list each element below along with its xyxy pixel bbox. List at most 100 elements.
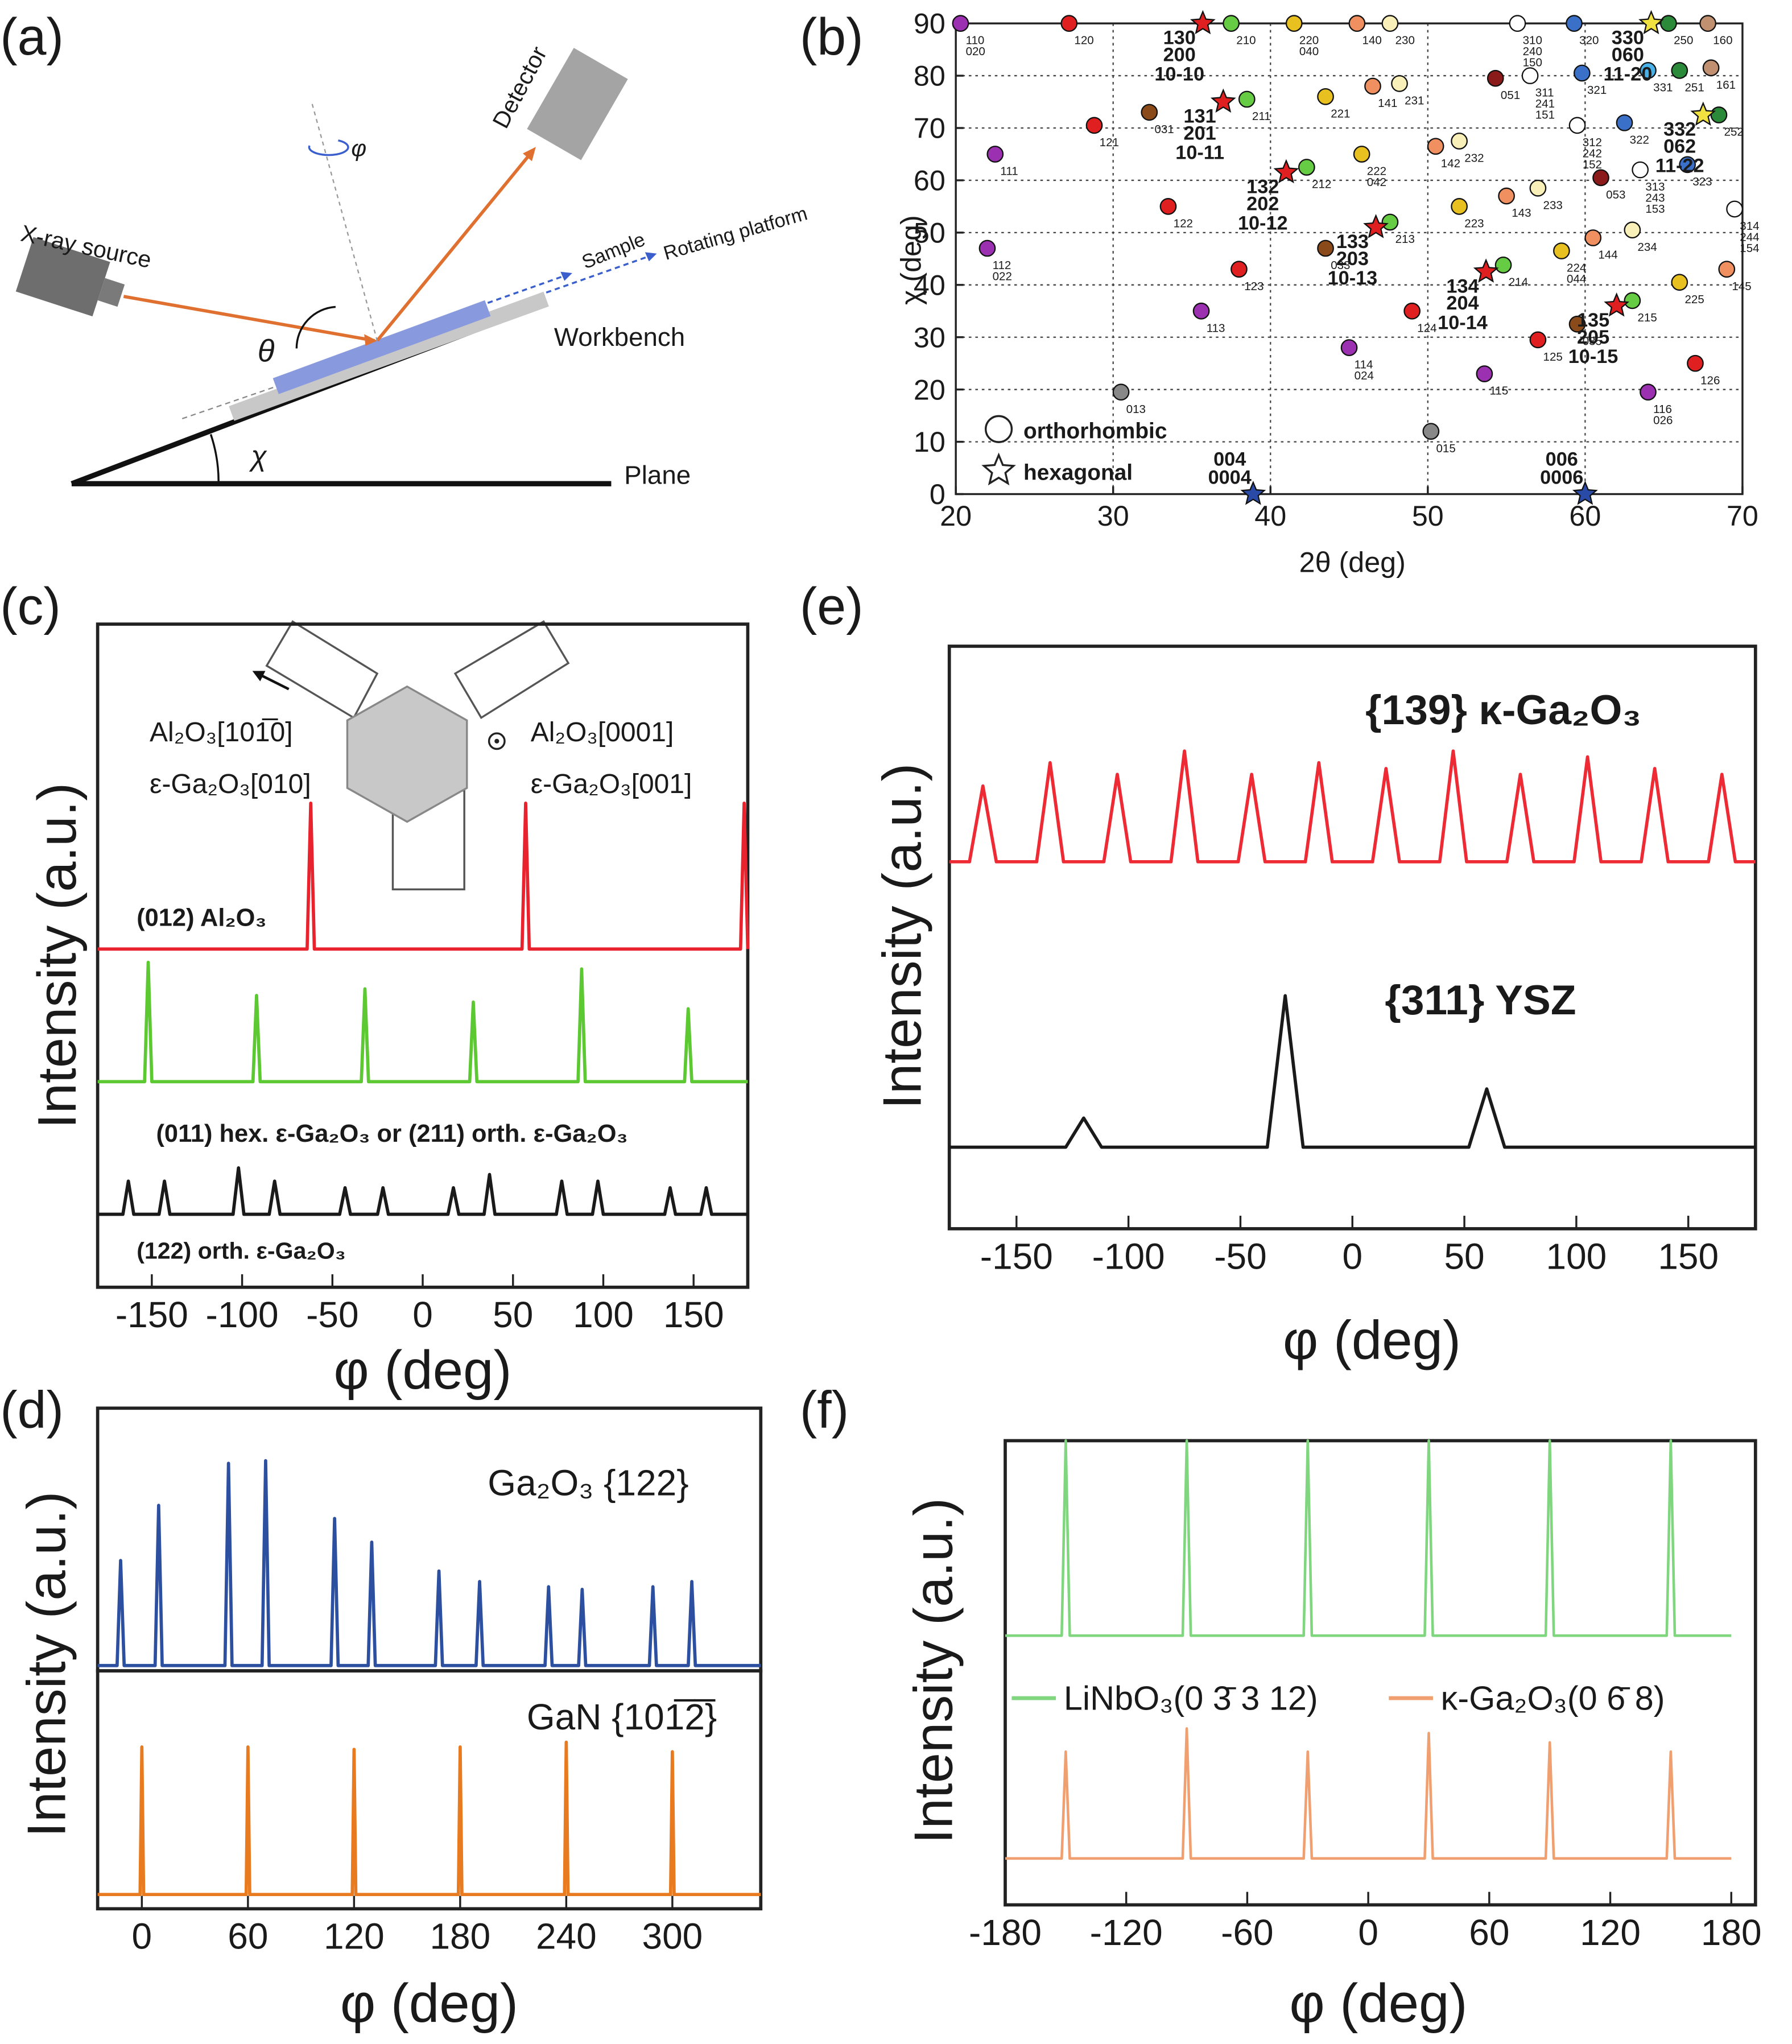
point-label: 314 xyxy=(1740,220,1759,233)
rotation-arrow xyxy=(308,139,349,156)
data-point xyxy=(1298,159,1315,176)
point-label: 321 xyxy=(1587,84,1607,97)
x-axis-title: 2θ (deg) xyxy=(1299,546,1406,579)
data-point xyxy=(1573,64,1591,82)
arrow-head xyxy=(364,334,378,346)
point-label: 323 xyxy=(1692,175,1712,188)
chi-arc xyxy=(209,433,220,484)
legend-label: hexagonal xyxy=(1023,460,1133,485)
point-label: 123 xyxy=(1244,280,1264,293)
point-label: 224 xyxy=(1567,262,1586,275)
point-label: 113 xyxy=(1207,321,1225,335)
point-label: 013 xyxy=(1126,403,1146,416)
point-label: 240 xyxy=(1523,45,1542,58)
data-point xyxy=(986,146,1004,163)
data-line xyxy=(97,1166,748,1216)
point-label: 053 xyxy=(1606,188,1625,201)
incident-beam xyxy=(123,295,375,342)
point-label: 115 xyxy=(1490,385,1509,398)
x-tick-label: 70 xyxy=(1727,499,1758,532)
point-label: 312 xyxy=(1583,136,1602,149)
point-label: 111 xyxy=(1000,165,1018,178)
hex-index-label: 131 xyxy=(1184,106,1216,127)
point-label: 121 xyxy=(1100,136,1119,149)
hex-index-label: 10-11 xyxy=(1175,142,1224,164)
arrow-head xyxy=(645,252,657,262)
point-label: 142 xyxy=(1441,157,1460,170)
hex-index-label: 201 xyxy=(1184,122,1216,144)
data-point xyxy=(1671,62,1688,79)
panel-label: (f) xyxy=(800,1381,849,1439)
data-point xyxy=(1529,179,1547,197)
chi-label: χ xyxy=(249,439,267,472)
x-tick-label: 0 xyxy=(132,1916,152,1957)
x-tick-label: -100 xyxy=(206,1294,279,1335)
data-line xyxy=(97,1740,761,1897)
x-tick-label: 60 xyxy=(1469,1912,1509,1953)
y-tick-label: 70 xyxy=(914,112,945,144)
data-point xyxy=(1364,77,1381,95)
panel-label: (b) xyxy=(800,8,864,66)
data-point xyxy=(1638,10,1664,35)
hex-index-label: 202 xyxy=(1246,193,1279,214)
point-label: 310 xyxy=(1523,34,1542,47)
y-tick-label: 40 xyxy=(914,269,945,301)
hex-index-label: 134 xyxy=(1446,275,1479,297)
data-point xyxy=(1640,62,1657,79)
x-axis-title: φ (deg) xyxy=(334,1340,512,1401)
x-tick-label: -120 xyxy=(1090,1912,1163,1953)
point-label: 022 xyxy=(993,270,1012,283)
data-point xyxy=(1141,104,1158,121)
x-tick-label: -100 xyxy=(1092,1236,1165,1277)
x-tick-label: -150 xyxy=(115,1294,188,1335)
legend-label: LiNbO₃(0 3̄ 3 12) xyxy=(1064,1679,1318,1717)
data-point xyxy=(1572,480,1598,505)
x-tick-label: 100 xyxy=(1546,1236,1607,1277)
point-label: 044 xyxy=(1567,272,1586,286)
data-point xyxy=(978,240,996,257)
hex-index-label: 330 xyxy=(1612,27,1644,49)
y-tick-label: 50 xyxy=(914,216,945,249)
data-point xyxy=(1451,198,1468,215)
x-tick-label: 100 xyxy=(573,1294,634,1335)
data-point xyxy=(1285,15,1303,32)
data-line xyxy=(1005,1727,1732,1860)
point-label: 320 xyxy=(1579,34,1599,47)
point-label: 213 xyxy=(1395,233,1415,246)
plot-frame xyxy=(96,1669,763,1911)
data-point xyxy=(1687,354,1704,372)
point-label: 244 xyxy=(1740,231,1759,244)
point-label: 153 xyxy=(1645,203,1665,216)
legend-marker xyxy=(981,452,1016,486)
point-label: 215 xyxy=(1637,311,1657,324)
point-label: 160 xyxy=(1713,34,1732,47)
legend-label: κ-Ga₂O₃(0 6̄ 8) xyxy=(1441,1679,1665,1717)
point-label: 220 xyxy=(1299,34,1319,47)
data-point xyxy=(1192,302,1210,320)
platform-arrow xyxy=(546,253,658,294)
point-label: 141 xyxy=(1378,97,1397,110)
point-label: 122 xyxy=(1174,217,1193,230)
data-point xyxy=(1566,15,1583,32)
data-point xyxy=(1718,261,1736,278)
hex-index-label: 004 xyxy=(1213,448,1246,470)
y-tick-label: 0 xyxy=(930,478,945,510)
detector xyxy=(527,48,628,160)
point-label: 015 xyxy=(1436,442,1455,455)
data-point xyxy=(1403,302,1421,320)
data-point xyxy=(1604,292,1630,317)
point-label: 250 xyxy=(1674,34,1693,47)
point-label: 231 xyxy=(1405,94,1424,107)
point-label: 143 xyxy=(1512,207,1531,220)
point-label: 110 xyxy=(966,34,985,47)
point-label: 230 xyxy=(1395,34,1415,47)
annotation: Al₂O₃[101̅0] xyxy=(150,717,293,748)
data-point xyxy=(1521,67,1539,84)
theta-arc xyxy=(295,305,336,349)
hex-index-label: 11-20 xyxy=(1604,64,1653,85)
data-point xyxy=(1422,423,1440,440)
data-point xyxy=(1498,187,1515,205)
hex-index-label: 204 xyxy=(1446,292,1479,314)
